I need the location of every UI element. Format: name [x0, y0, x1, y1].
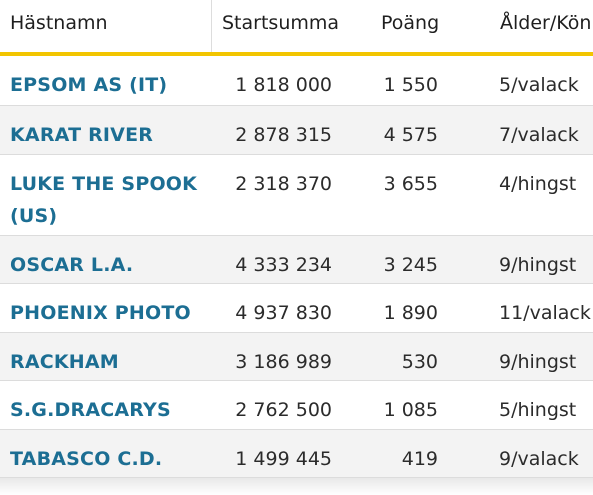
horse-name-link[interactable]: TABASCO C.D. [10, 448, 163, 470]
header-points[interactable]: Poäng [381, 12, 440, 34]
age-sex-value: 9/valack [499, 448, 579, 470]
table-row: KARAT RIVER 2 878 315 4 575 7/valack [0, 106, 593, 155]
table-row: OSCAR L.A. 4 333 234 3 245 9/hingst [0, 236, 593, 284]
horse-name-link[interactable]: RACKHAM [10, 351, 119, 373]
points-value: 3 245 [383, 254, 438, 276]
start-sum-value: 2 762 500 [235, 399, 332, 421]
horse-name-link[interactable]: EPSOM AS (IT) [10, 74, 168, 96]
age-sex-value: 7/valack [499, 124, 579, 146]
points-value: 419 [401, 448, 438, 470]
horse-name-link[interactable]: OSCAR L.A. [10, 254, 134, 276]
horse-table: Hästnamn Startsumma Poäng Ålder/Kön EPSO… [0, 0, 593, 480]
horse-name-link[interactable]: LUKE THE SPOOK (US) [10, 173, 198, 227]
table-row: S.G.DRACARYS 2 762 500 1 085 5/hingst [0, 381, 593, 430]
header-divider [211, 0, 212, 52]
table-row: RACKHAM 3 186 989 530 9/hingst [0, 333, 593, 381]
points-value: 4 575 [383, 124, 438, 146]
table-row: EPSOM AS (IT) 1 818 000 1 550 5/valack [0, 56, 593, 106]
points-value: 3 655 [383, 173, 438, 195]
header-age-sex[interactable]: Ålder/Kön [500, 12, 592, 34]
points-value: 530 [401, 351, 438, 373]
table-row: LUKE THE SPOOK (US) 2 318 370 3 655 4/hi… [0, 155, 593, 236]
age-sex-value: 4/hingst [499, 173, 577, 195]
header-start-sum[interactable]: Startsumma [222, 12, 340, 34]
start-sum-value: 3 186 989 [235, 351, 332, 373]
horse-name-link[interactable]: S.G.DRACARYS [10, 399, 171, 421]
points-value: 1 550 [383, 74, 438, 96]
start-sum-value: 2 878 315 [235, 124, 332, 146]
table-row: PHOENIX PHOTO 4 937 830 1 890 11/valack [0, 284, 593, 333]
start-sum-value: 1 499 445 [235, 448, 332, 470]
age-sex-value: 5/valack [499, 74, 579, 96]
start-sum-value: 4 333 234 [235, 254, 332, 276]
table-row: TABASCO C.D. 1 499 445 419 9/valack [0, 430, 593, 478]
age-sex-value: 11/valack [499, 302, 591, 324]
age-sex-value: 5/hingst [499, 399, 577, 421]
start-sum-value: 2 318 370 [235, 173, 332, 195]
scroll-shadow [0, 478, 593, 495]
points-value: 1 085 [383, 399, 438, 421]
start-sum-value: 1 818 000 [235, 74, 332, 96]
age-sex-value: 9/hingst [499, 254, 577, 276]
start-sum-value: 4 937 830 [235, 302, 332, 324]
age-sex-value: 9/hingst [499, 351, 577, 373]
horse-name-link[interactable]: PHOENIX PHOTO [10, 302, 191, 324]
points-value: 1 890 [383, 302, 438, 324]
header-horse-name[interactable]: Hästnamn [10, 12, 108, 34]
table-header: Hästnamn Startsumma Poäng Ålder/Kön [0, 0, 593, 56]
horse-name-link[interactable]: KARAT RIVER [10, 124, 154, 146]
